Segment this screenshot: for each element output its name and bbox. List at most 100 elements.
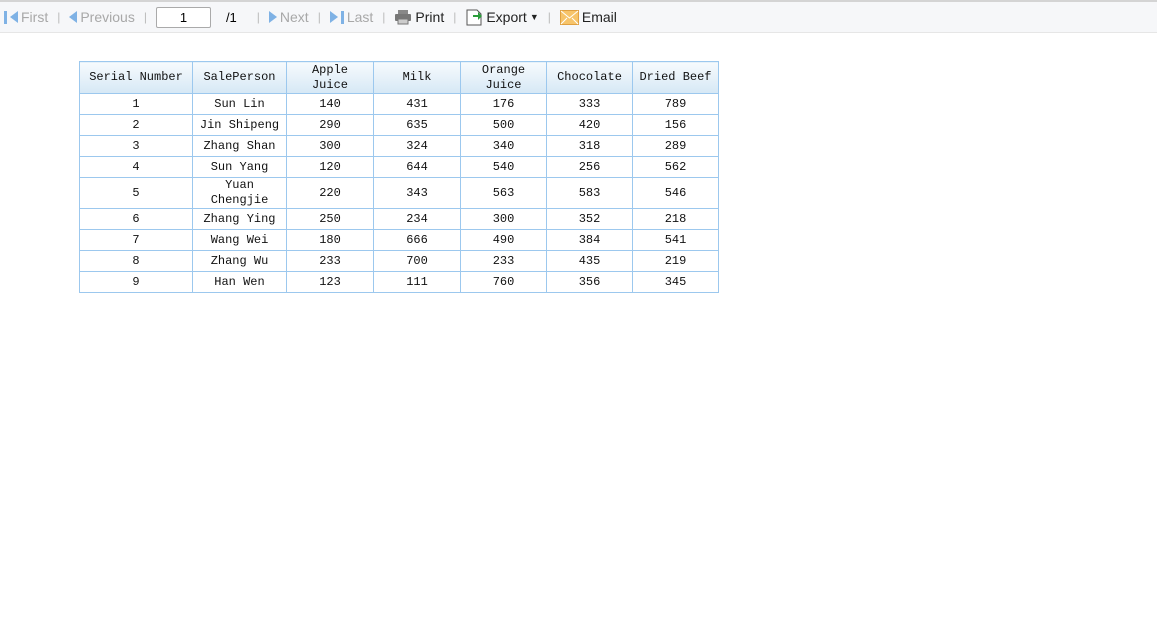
table-cell: 2	[79, 114, 193, 136]
table-cell: 352	[546, 208, 633, 230]
previous-page-button[interactable]: Previous	[69, 9, 135, 25]
table-cell: Sun Lin	[192, 93, 287, 115]
column-header: Dried Beef	[632, 61, 719, 94]
table-cell: 318	[546, 135, 633, 157]
table-cell: 384	[546, 229, 633, 251]
next-page-button[interactable]: Next	[268, 9, 309, 25]
table-row: 5 Yuan Chengjie 220 343 563 583 546	[79, 177, 719, 209]
table-cell: 324	[373, 135, 461, 157]
table-cell: 156	[632, 114, 719, 136]
table-cell: 635	[373, 114, 461, 136]
table-cell: 563	[460, 177, 547, 209]
table-cell: 140	[286, 93, 374, 115]
first-page-button[interactable]: First	[4, 9, 48, 25]
printer-icon	[395, 10, 412, 25]
table-cell: 760	[460, 271, 547, 293]
table-cell: Zhang Shan	[192, 135, 287, 157]
table-cell: 7	[79, 229, 193, 251]
last-page-button[interactable]: Last	[329, 9, 374, 25]
table-cell: Jin Shipeng	[192, 114, 287, 136]
table-cell: 345	[632, 271, 719, 293]
table-cell: 300	[286, 135, 374, 157]
page-total: /1	[225, 9, 237, 25]
table-cell: 420	[546, 114, 633, 136]
table-cell: 541	[632, 229, 719, 251]
table-cell: 583	[546, 177, 633, 209]
table-cell: 789	[632, 93, 719, 115]
table-cell: 250	[286, 208, 374, 230]
table-cell: 256	[546, 156, 633, 178]
export-button[interactable]: Export ▼	[465, 8, 539, 26]
page-number-input[interactable]	[155, 6, 211, 28]
print-label: Print	[415, 9, 445, 25]
table-row: 7 Wang Wei 180 666 490 384 541	[79, 229, 719, 251]
table-cell: 9	[79, 271, 193, 293]
first-icon	[4, 10, 7, 24]
table-cell: 5	[79, 177, 193, 209]
table-cell: 233	[460, 250, 547, 272]
table-cell: 546	[632, 177, 719, 209]
table-cell: Zhang Wu	[192, 250, 287, 272]
table-cell: 111	[373, 271, 461, 293]
next-label: Next	[279, 9, 309, 25]
table-cell: 176	[460, 93, 547, 115]
first-label: First	[21, 9, 49, 25]
table-cell: 233	[286, 250, 374, 272]
table-cell: 3	[79, 135, 193, 157]
table-cell: 700	[373, 250, 461, 272]
column-header: Milk	[373, 61, 461, 94]
table-cell: 644	[373, 156, 461, 178]
table-cell: Wang Wei	[192, 229, 287, 251]
table-cell: 220	[286, 177, 374, 209]
sales-table: Serial Number SalePerson Apple Juice Milk Or…	[79, 61, 719, 293]
divider: |	[143, 10, 147, 24]
table-cell: 6	[79, 208, 193, 230]
divider: |	[382, 10, 386, 24]
table-row: 9 Han Wen 123 111 760 356 345	[79, 271, 719, 293]
export-label: Export	[486, 9, 527, 25]
table-cell: 289	[632, 135, 719, 157]
table-cell: 234	[373, 208, 461, 230]
column-header: SalePerson	[192, 61, 287, 94]
table-cell: 4	[79, 156, 193, 178]
previous-label: Previous	[80, 9, 135, 25]
next-icon	[268, 11, 277, 23]
table-cell: 123	[286, 271, 374, 293]
table-cell: Zhang Ying	[192, 208, 287, 230]
table-cell: 431	[373, 93, 461, 115]
column-header: Orange Juice	[460, 61, 547, 94]
export-icon	[466, 9, 483, 26]
table-cell: 120	[286, 156, 374, 178]
table-cell: 666	[373, 229, 461, 251]
table-row: 6 Zhang Ying 250 234 300 352 218	[79, 208, 719, 230]
table-row: 4 Sun Yang 120 644 540 256 562	[79, 156, 719, 178]
divider: |	[453, 10, 457, 24]
table-cell: 356	[546, 271, 633, 293]
table-cell: 219	[632, 250, 719, 272]
divider: |	[256, 10, 260, 24]
column-header: Serial Number	[79, 61, 193, 94]
table-cell: 180	[286, 229, 374, 251]
table-cell: Han Wen	[192, 271, 287, 293]
table-cell: 1	[79, 93, 193, 115]
table-cell: 343	[373, 177, 461, 209]
print-button[interactable]: Print	[394, 9, 444, 25]
divider: |	[317, 10, 321, 24]
caret-down-icon: ▼	[529, 12, 539, 22]
table-cell: 340	[460, 135, 547, 157]
report-toolbar: First | Previous | /1 | Next | Last | Pr…	[0, 0, 1157, 33]
column-header: Chocolate	[546, 61, 633, 94]
table-cell: 8	[79, 250, 193, 272]
table-cell: 300	[460, 208, 547, 230]
table-cell: 333	[546, 93, 633, 115]
table-cell: 290	[286, 114, 374, 136]
table-row: 3 Zhang Shan 300 324 340 318 289	[79, 135, 719, 157]
email-button[interactable]: Email	[559, 9, 617, 25]
column-header: Apple Juice	[286, 61, 374, 94]
envelope-icon	[559, 9, 579, 25]
table-row: 2 Jin Shipeng 290 635 500 420 156	[79, 114, 719, 136]
last-icon	[329, 11, 338, 23]
last-label: Last	[346, 9, 374, 25]
table-cell: 435	[546, 250, 633, 272]
email-label: Email	[581, 9, 617, 25]
